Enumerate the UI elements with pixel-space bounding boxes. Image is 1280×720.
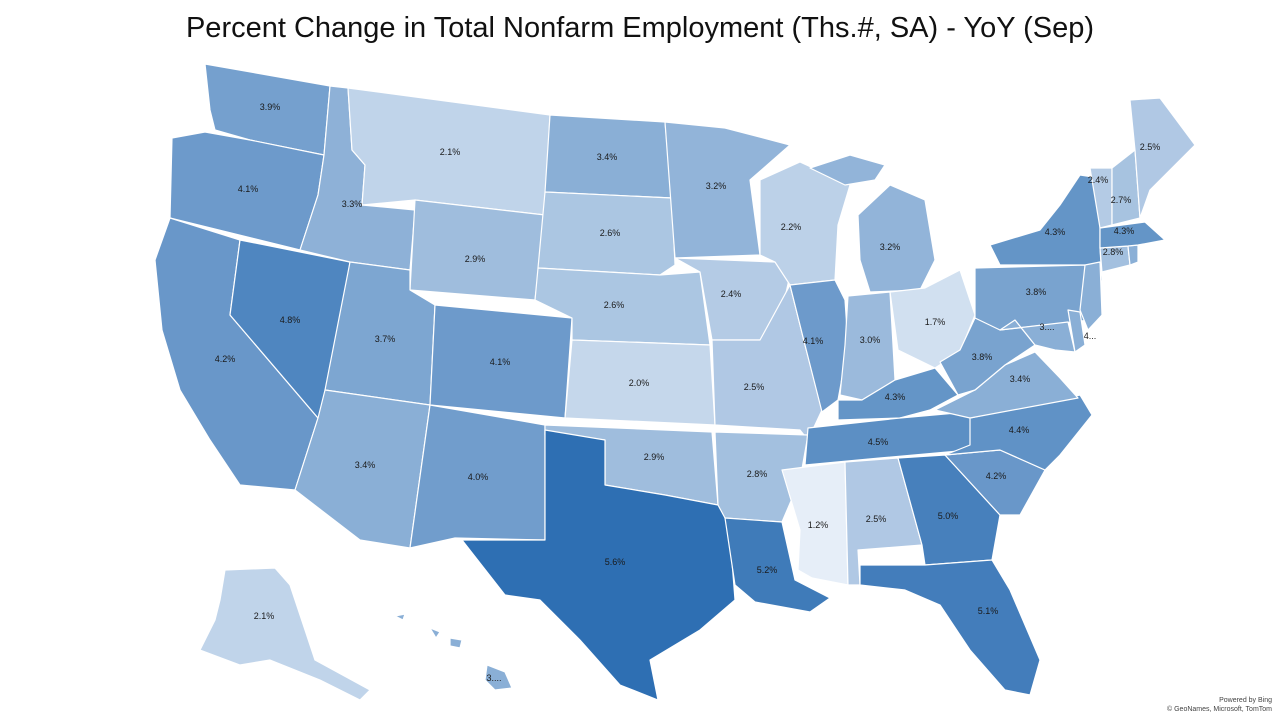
map-sources-text: © GeoNames, Microsoft, TomTom [1167,706,1272,713]
state-tx [461,429,736,701]
state-label-vt: 2.4% [1088,175,1109,185]
state-label-tx: 5.6% [605,557,626,567]
state-label-mt: 2.1% [440,147,461,157]
state-label-il: 4.1% [803,336,824,346]
state-label-sc: 4.2% [986,471,1007,481]
state-nm [409,404,546,549]
state-de [1067,309,1086,353]
state-me [1129,97,1196,219]
state-label-va: 3.4% [1010,374,1031,384]
state-label-pa: 3.8% [1026,287,1047,297]
powered-by-text: Powered by Bing [1219,697,1272,704]
state-label-ga: 5.0% [938,511,959,521]
state-nc [944,394,1093,471]
state-ma [1099,221,1166,249]
state-label-ak: 2.1% [254,611,275,621]
map-title: Percent Change in Total Nonfarm Employme… [185,12,1095,44]
state-label-id: 3.3% [342,199,363,209]
state-label-nd: 3.4% [597,152,618,162]
state-label-ma: 4.3% [1114,226,1135,236]
state-label-md: 3.... [1039,322,1054,332]
state-label-mi: 3.2% [880,242,901,252]
state-label-sd: 2.6% [600,228,621,238]
state-label-ok: 2.9% [644,452,665,462]
state-wy [409,199,546,301]
state-label-nh: 2.7% [1111,195,1132,205]
state-label-mn: 3.2% [706,181,727,191]
state-mi [857,184,936,293]
state-label-ut: 3.7% [375,334,396,344]
state-label-ks: 2.0% [629,378,650,388]
state-label-ia: 2.4% [721,289,742,299]
state-ak [199,567,371,701]
state-label-nm: 4.0% [468,472,489,482]
state-label-ct: 2.8% [1103,247,1124,257]
state-label-wi: 2.2% [781,222,802,232]
state-hi [394,613,406,621]
state-label-or: 4.1% [238,184,259,194]
state-label-ne: 2.6% [604,300,625,310]
state-md [999,319,1076,353]
state-label-la: 5.2% [757,565,778,575]
state-mi [809,154,886,186]
map-credit: Powered by Bing © GeoNames, Microsoft, T… [1167,696,1272,714]
state-label-ms: 1.2% [808,520,829,530]
state-label-nj: 4... [1084,331,1097,341]
state-label-az: 3.4% [355,460,376,470]
state-sd [537,191,676,276]
state-label-wv: 3.8% [972,352,993,362]
state-hi [449,637,463,649]
state-label-ky: 4.3% [885,392,906,402]
state-label-al: 2.5% [866,514,887,524]
state-label-fl: 5.1% [978,606,999,616]
state-label-nv: 4.8% [280,315,301,325]
state-label-ca: 4.2% [215,354,236,364]
state-label-ar: 2.8% [747,469,768,479]
state-in [839,291,896,401]
state-la [724,517,831,613]
state-ri [1127,244,1139,266]
state-label-ny: 4.3% [1045,227,1066,237]
state-label-nc: 4.4% [1009,425,1030,435]
state-label-co: 4.1% [490,357,511,367]
state-label-in: 3.0% [860,335,881,345]
state-label-oh: 1.7% [925,317,946,327]
state-hi [484,664,513,691]
state-label-wy: 2.9% [465,254,486,264]
state-label-me: 2.5% [1140,142,1161,152]
state-fl [859,559,1041,696]
state-label-mo: 2.5% [744,382,765,392]
state-nj [1079,261,1103,331]
state-label-wa: 3.9% [260,102,281,112]
state-label-tn: 4.5% [868,437,889,447]
state-label-hi: 3.... [486,673,501,683]
state-hi [429,627,441,639]
